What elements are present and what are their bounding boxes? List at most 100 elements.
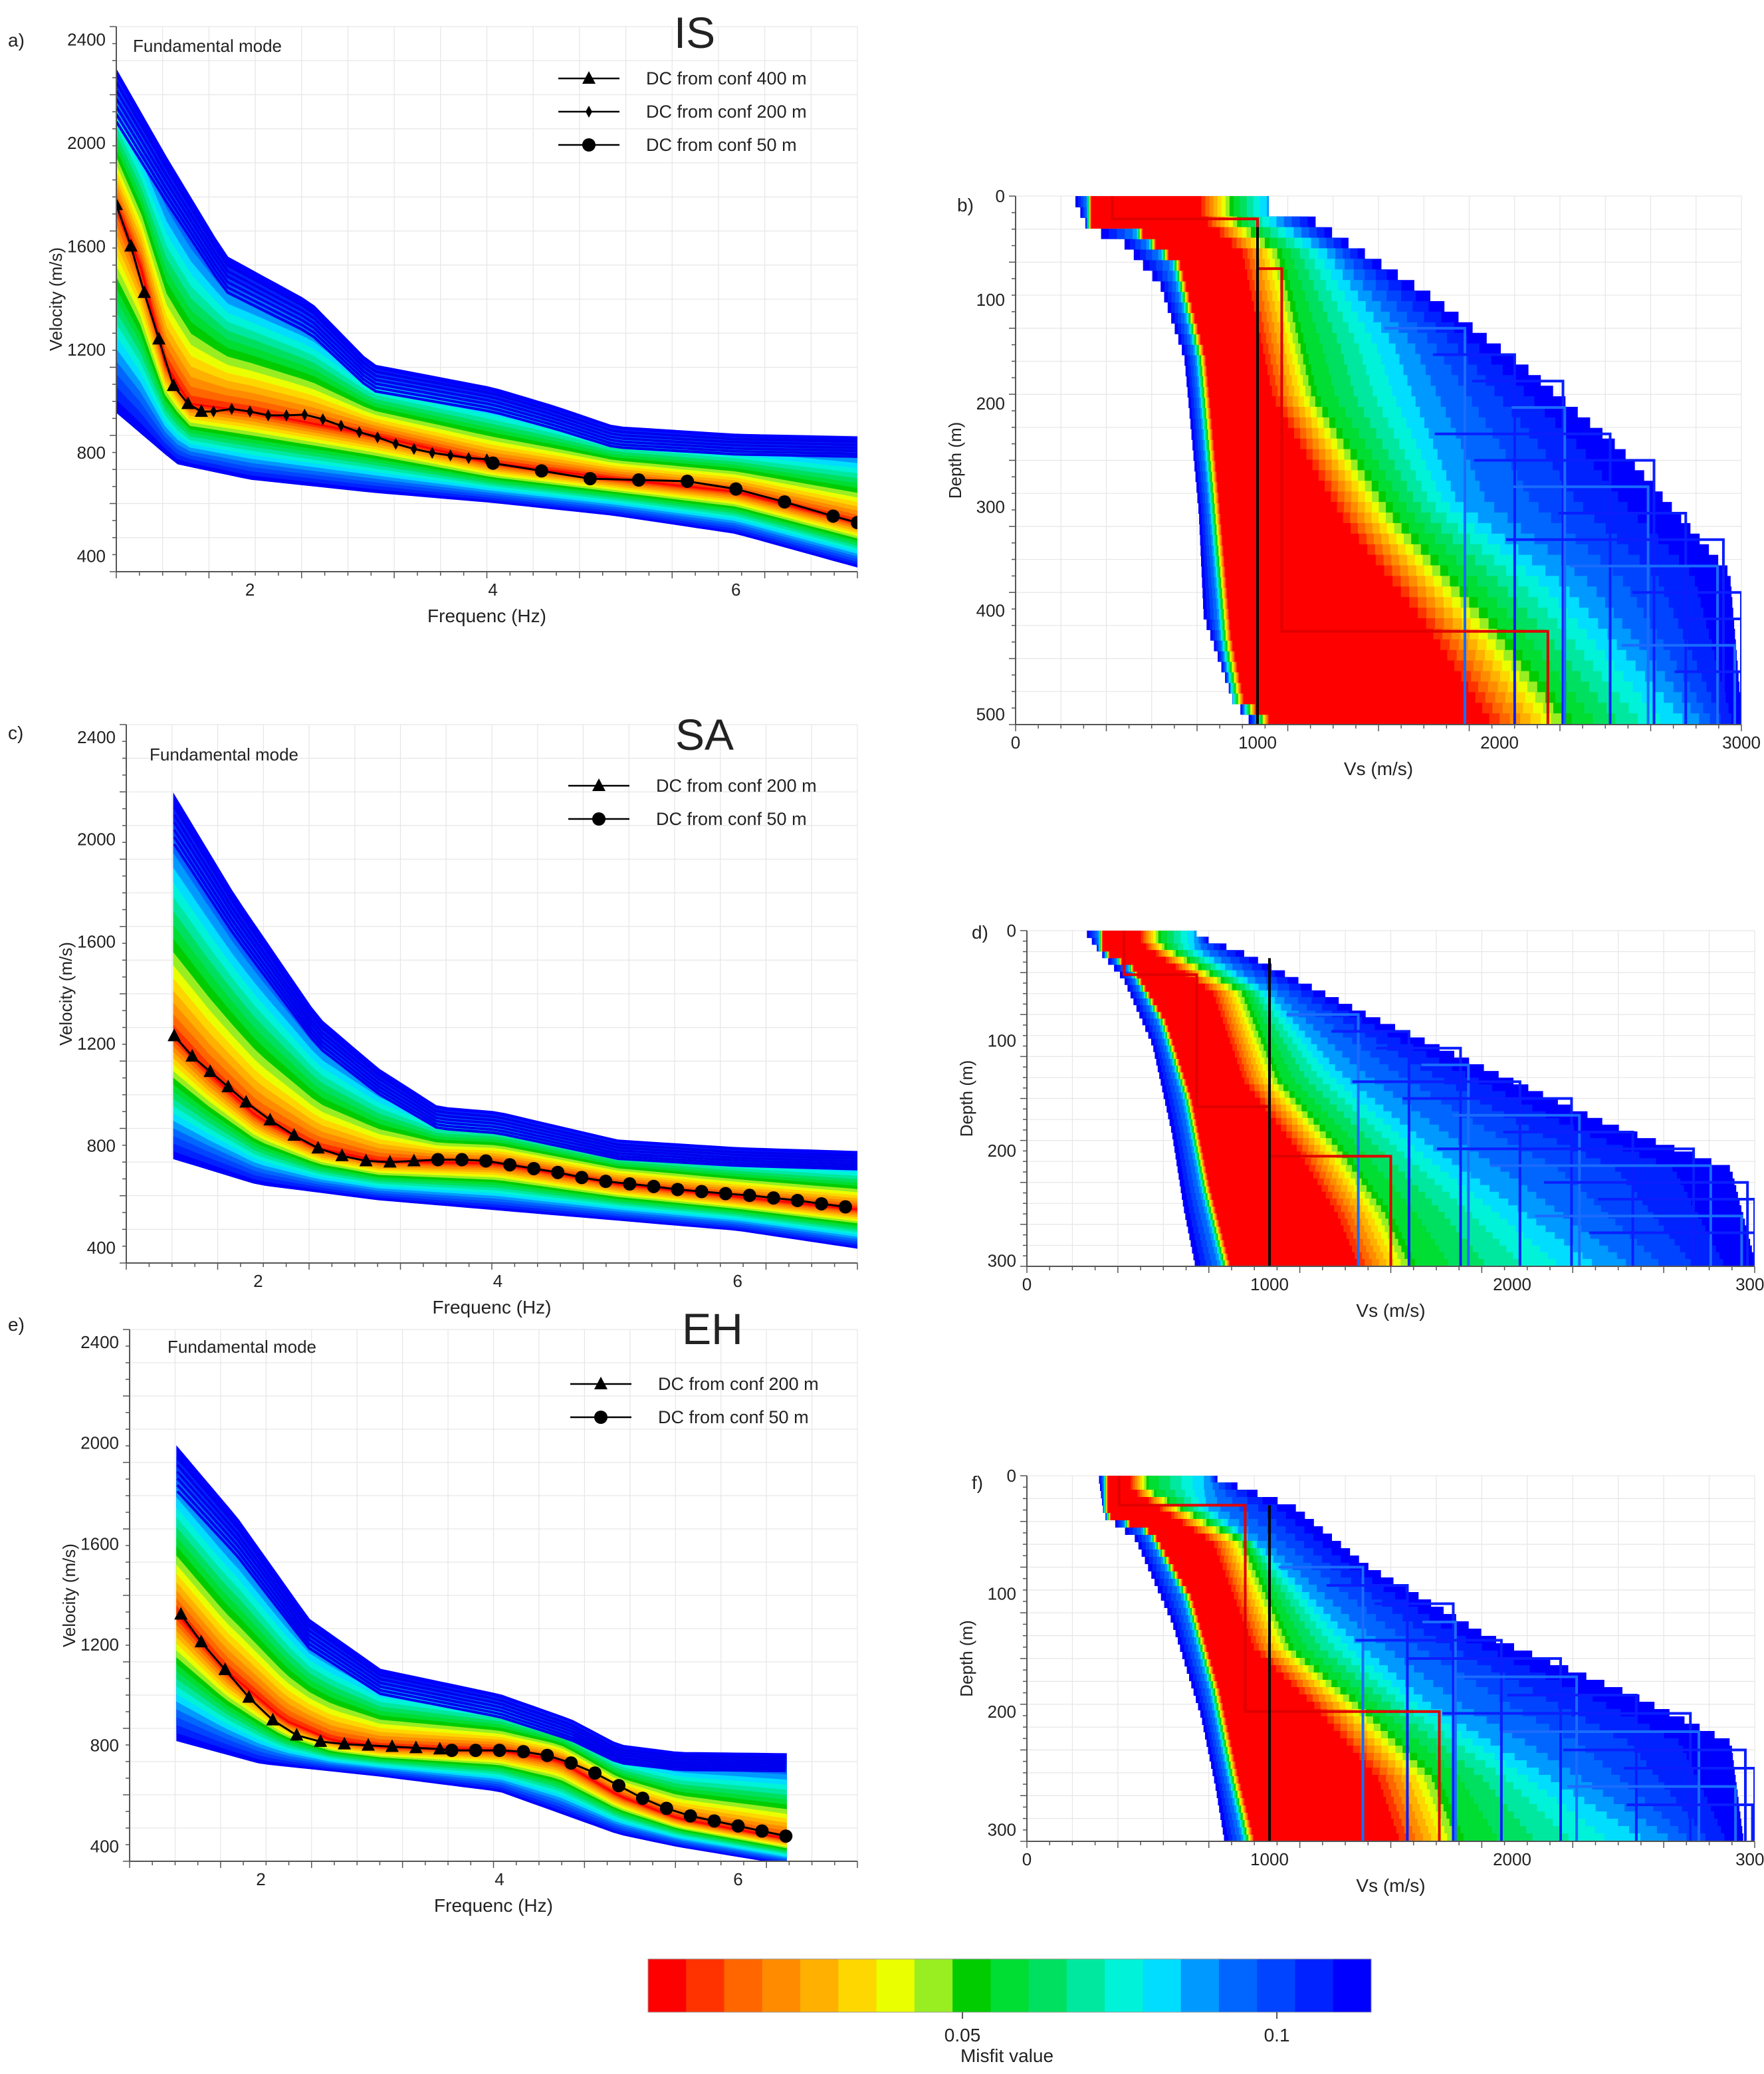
colorbar-cell (952, 1959, 991, 2012)
outlier-curve (176, 1477, 786, 1768)
dc-point-circle (623, 1177, 637, 1191)
dc-point-triangle (335, 1148, 349, 1161)
colorbar-cell (648, 1959, 687, 2012)
x-tick-label: 6 (733, 1869, 742, 1889)
dc-point-circle (588, 1766, 602, 1780)
dc-point-triangle (385, 1739, 399, 1752)
x-tick-label: 3000 (1722, 733, 1761, 752)
y-tick-label: 300 (988, 1251, 1016, 1271)
x-axis-label: Vs (m/s) (1344, 758, 1413, 779)
x-tick-label: 6 (731, 580, 740, 600)
misfit-colorbar: 0.05 0.1 Misfit value (647, 1958, 1372, 2066)
series-0 (167, 1028, 421, 1168)
dc-point-triangle (287, 1128, 301, 1141)
outlier-profile (1544, 1181, 1749, 1266)
x-tick-label: 3000 (1735, 1849, 1764, 1869)
dc-point-triangle (266, 1712, 280, 1726)
colorbar-cell (1257, 1959, 1295, 2012)
dc-point-circle (534, 464, 548, 478)
misfit-profile-band (1107, 1476, 1399, 1841)
outlier-curve (116, 120, 857, 458)
dc-point-diamond (319, 413, 326, 425)
best-profile (1111, 196, 1549, 725)
colorbar-cell (1066, 1959, 1105, 2012)
legend-label: DC from conf 50 m (646, 135, 797, 155)
dc-point-triangle (239, 1095, 253, 1108)
dc-point-diamond (210, 405, 217, 418)
outlier-curve (173, 806, 857, 1157)
colorbar-cell (686, 1959, 725, 2012)
dc-point-diamond (338, 419, 345, 432)
outlier-curve (176, 1464, 786, 1762)
dc-point-circle (731, 1819, 745, 1833)
outlier-profile (1432, 353, 1516, 725)
legend-marker-circle (582, 138, 596, 152)
y-axis-label: Velocity (m/s) (59, 1544, 79, 1647)
plot-area (167, 792, 857, 1249)
x-axis-label: Vs (m/s) (1356, 1875, 1425, 1896)
panel-label: b) (957, 195, 974, 215)
profile-ensemble (1075, 196, 1741, 725)
y-tick-label: 100 (988, 1031, 1016, 1051)
outlier-curve (173, 836, 857, 1168)
series-0 (174, 1607, 447, 1755)
dc-point-circle (671, 1183, 685, 1197)
mode-label: Fundamental mode (150, 745, 298, 764)
x-tick-label: 6 (732, 1271, 742, 1291)
dc-point-circle (851, 516, 857, 530)
y-tick-label: 2000 (77, 830, 116, 850)
dc-point-diamond (392, 437, 399, 450)
colorbar-cell (876, 1959, 915, 2012)
legend-marker-diamond (586, 106, 592, 118)
y-tick-label: 1200 (77, 1034, 116, 1054)
outlier-profile (1558, 512, 1688, 725)
dc-point-diamond (465, 452, 473, 465)
outlier-profile (1326, 1584, 1409, 1841)
misfit-profile-band (1091, 196, 1489, 725)
series-0 (116, 197, 208, 417)
x-axis-label: Vs (m/s) (1356, 1300, 1425, 1321)
y-tick-label: 1200 (80, 1635, 119, 1655)
dc-point-circle (779, 1829, 793, 1843)
legend-label: DC from conf 200 m (646, 102, 807, 122)
x-tick-label: 2 (245, 580, 255, 600)
series-1 (445, 1744, 793, 1843)
profile-ensemble (1099, 1476, 1755, 1841)
outlier-curve (116, 106, 857, 453)
outlier-profile (1374, 1602, 1455, 1841)
dc-point-triangle (166, 378, 180, 392)
x-tick-label: 4 (495, 1869, 504, 1889)
dc-point-triangle (311, 1141, 325, 1154)
dc-point-triangle (263, 1113, 277, 1126)
x-tick-label: 0 (1022, 1849, 1032, 1869)
profile-ensemble (1087, 931, 1755, 1266)
y-tick-label: 800 (77, 443, 106, 463)
outlier-profile (1622, 643, 1737, 725)
dc-point-circle (455, 1153, 469, 1167)
dc-point-circle (583, 472, 597, 486)
y-tick-label: 100 (976, 290, 1005, 310)
dc-point-circle (814, 1197, 828, 1210)
dc-point-diamond (374, 431, 381, 443)
plot-area (1087, 931, 1755, 1266)
outlier-curve (173, 829, 857, 1166)
colorbar-tick-label: 0.05 (944, 2025, 981, 2045)
y-tick-label: 2000 (80, 1433, 119, 1453)
dc-point-circle (564, 1756, 578, 1770)
dc-point-circle (683, 1809, 697, 1823)
dc-point-circle (659, 1801, 673, 1815)
outlier-profile (1352, 1080, 1521, 1266)
y-axis-label: Depth (m) (956, 1620, 976, 1697)
outlier-profile (1474, 459, 1656, 725)
dc-point-circle (479, 1154, 493, 1168)
dc-point-triangle (409, 1740, 423, 1754)
mode-label: Fundamental mode (133, 36, 282, 56)
plot-area (1075, 196, 1741, 725)
misfit-ensemble (173, 792, 857, 1249)
x-axis-label: Frequenc (Hz) (434, 1895, 553, 1916)
x-tick-label: 2000 (1480, 733, 1519, 752)
outlier-curve (116, 89, 857, 447)
colorbar-cell (1218, 1959, 1258, 2012)
panel-label: e) (8, 1314, 25, 1335)
